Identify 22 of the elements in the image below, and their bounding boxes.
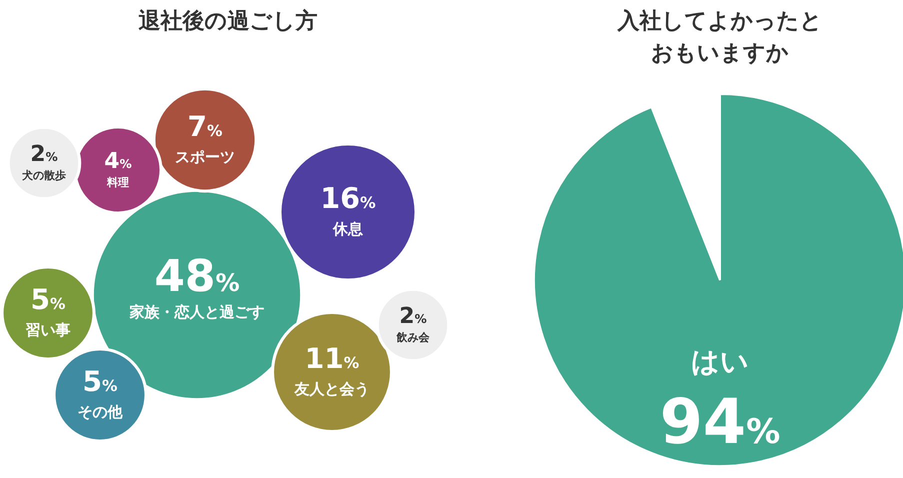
category-label: 料理 xyxy=(106,176,129,189)
slice-label: はい xyxy=(691,344,749,378)
category-label: 習い事 xyxy=(26,321,70,339)
category-label: その他 xyxy=(78,403,124,421)
category-label: スポーツ xyxy=(175,148,235,166)
category-label: 友人と会う xyxy=(294,380,370,398)
category-label: 休息 xyxy=(332,220,364,238)
data-label: 2% xyxy=(30,142,58,167)
category-label: 飲み会 xyxy=(396,331,430,344)
data-label: 94% xyxy=(660,384,780,458)
data-label: 5% xyxy=(30,283,66,316)
data-label: 4% xyxy=(104,149,132,174)
data-label: 16% xyxy=(320,181,376,215)
data-label: 5% xyxy=(82,365,118,398)
chart-title: 入社してよかったとおもいますか xyxy=(616,9,822,66)
category-label: 犬の散歩 xyxy=(21,169,66,182)
data-label: 7% xyxy=(188,110,222,143)
text: 退社後の過ごし方 xyxy=(138,8,318,34)
category-label: 家族・恋人と過ごす xyxy=(128,303,264,321)
data-label: 48% xyxy=(154,251,240,302)
data-label: 11% xyxy=(304,342,360,375)
data-label: 2% xyxy=(399,304,427,329)
